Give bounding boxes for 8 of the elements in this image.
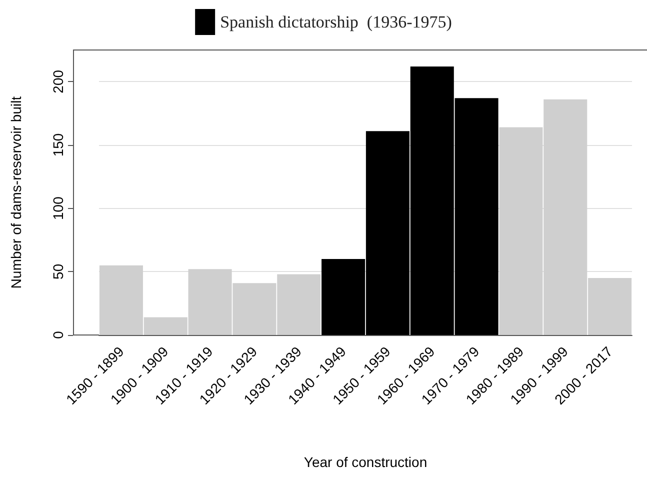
y-tick-label: 0 (50, 330, 66, 339)
x-axis-title: Year of construction (304, 454, 428, 470)
y-tick-label: 100 (50, 196, 66, 220)
legend-label: Spanish dictatorship (1936-1975) (220, 12, 452, 32)
y-tick-label: 150 (50, 133, 66, 157)
y-tick-label: 200 (50, 70, 66, 94)
y-tick-label: 50 (50, 264, 66, 280)
y-axis-title: Number of dams-reservoir built (8, 96, 24, 289)
